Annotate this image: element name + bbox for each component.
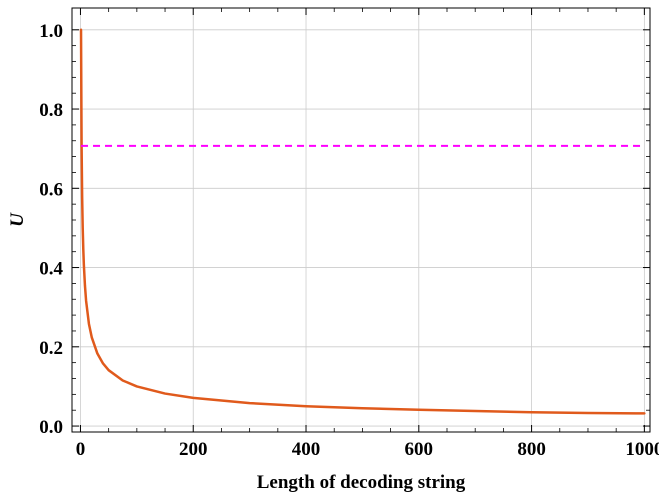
axis-ticks bbox=[72, 8, 650, 432]
grid bbox=[72, 8, 650, 432]
x-tick-label: 0 bbox=[76, 439, 86, 460]
x-axis-title: Length of decoding string bbox=[257, 472, 466, 493]
y-tick-label: 0.0 bbox=[39, 417, 63, 438]
y-tick-label: 1.0 bbox=[39, 21, 63, 42]
x-tick-label: 800 bbox=[517, 439, 546, 460]
y-tick-label: 0.2 bbox=[39, 338, 63, 359]
series-lines bbox=[79, 28, 646, 415]
series-line-curve bbox=[79, 28, 646, 415]
y-tick-label: 0.8 bbox=[39, 100, 63, 121]
plot-frame bbox=[71, 7, 651, 433]
y-axis-title: U bbox=[7, 212, 28, 227]
x-tick-label: 600 bbox=[405, 439, 434, 460]
x-tick-label: 400 bbox=[292, 439, 321, 460]
y-tick-label: 0.6 bbox=[39, 179, 63, 200]
y-tick-label: 0.4 bbox=[39, 259, 63, 280]
x-tick-labels: 0 200 400 600 800 1000 bbox=[76, 439, 659, 460]
y-tick-labels: 0.0 0.2 0.4 0.6 0.8 1.0 bbox=[39, 21, 63, 438]
x-tick-label: 200 bbox=[179, 439, 208, 460]
x-tick-label: 1000 bbox=[625, 439, 659, 460]
plot-background bbox=[72, 8, 650, 432]
